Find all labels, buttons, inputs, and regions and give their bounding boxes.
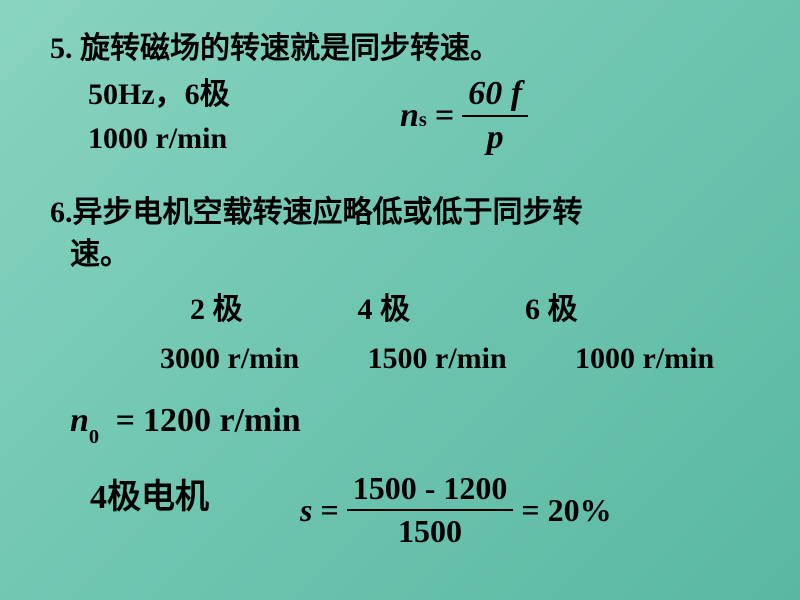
q5-title: 5. 旋转磁场的转速就是同步转速。 [50, 28, 760, 70]
pole-6: 6 极 [525, 284, 665, 328]
conclusion-num: 4 [90, 479, 107, 516]
q6-num: 6. [50, 196, 73, 229]
q5-line3: 1000 r/min [88, 118, 230, 160]
s-num: 1500 - 1200 [347, 470, 514, 509]
q5-line2: 50Hz，6极 [88, 74, 230, 116]
pole-4: 4 极 [358, 284, 518, 328]
ns-num: 60 f [462, 75, 528, 115]
ns-var: n [400, 97, 419, 135]
s-eq2: = [521, 492, 539, 529]
speed-3000: 3000 r/min [160, 342, 360, 376]
n0-row: n0 =1200 r/min [70, 402, 760, 445]
speed-1000: 1000 r/min [575, 342, 755, 376]
ns-eq: = [435, 97, 454, 135]
s-den: 1500 [392, 511, 468, 550]
s-var: s [300, 492, 312, 529]
s-frac: 1500 - 1200 1500 [347, 470, 514, 550]
ns-sub: s [419, 109, 427, 132]
speeds-row: 3000 r/min 1500 r/min 1000 r/min [160, 342, 760, 376]
speed-1500: 1500 r/min [368, 342, 568, 376]
n0-val: 1200 [143, 402, 211, 439]
ns-den: p [481, 117, 510, 157]
n0-var: n [70, 402, 89, 439]
q6-title-l2: 速。 [70, 234, 760, 276]
formula-ns: ns = 60 f p [400, 75, 528, 157]
q5-title-text: 旋转磁场的转速就是同步转速。 [80, 32, 500, 65]
pole-2: 2 极 [190, 284, 350, 328]
s-eq1: = [320, 492, 338, 529]
conclusion-txt: 极电机 [107, 479, 209, 516]
poles-row: 2 极 4 极 6 极 [190, 284, 760, 328]
n0-unit: r/min [211, 402, 301, 439]
q6-title-l1: 异步电机空载转速应略低或低于同步转 [73, 196, 583, 229]
n0-eq: = [116, 402, 135, 439]
n0-sub: 0 [89, 426, 99, 448]
q6-title: 6.异步电机空载转速应略低或低于同步转 [50, 192, 760, 234]
s-res: 20% [548, 492, 612, 529]
formula-s: s = 1500 - 1200 1500 = 20% [300, 470, 612, 550]
ns-frac: 60 f p [462, 75, 528, 157]
q5-num: 5. [50, 32, 73, 65]
